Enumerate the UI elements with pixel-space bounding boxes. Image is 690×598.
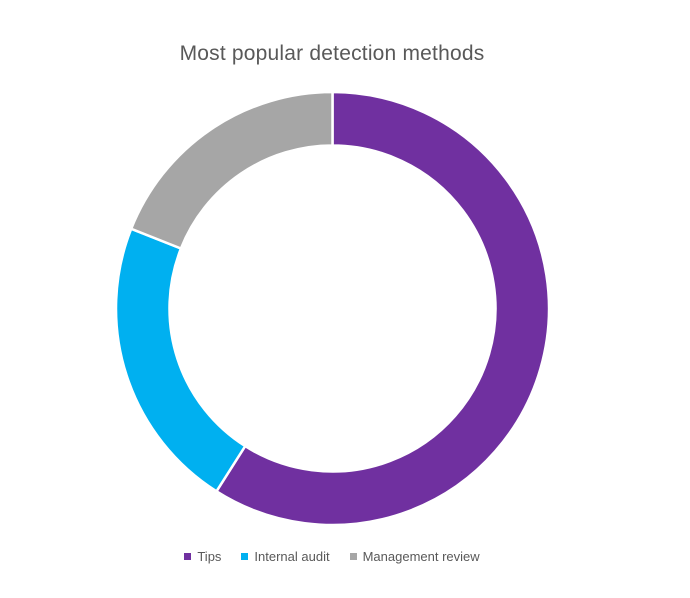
legend-item-management-review[interactable]: Management review (349, 549, 480, 564)
legend-swatch-tips (184, 553, 192, 560)
legend-label-tips: Tips (197, 549, 222, 564)
legend-item-internal-audit[interactable]: Internal audit (241, 549, 330, 564)
donut-segments (114, 90, 551, 527)
donut-segment-management-review[interactable] (129, 90, 334, 251)
donut-segment-internal-audit[interactable] (114, 227, 247, 494)
legend-swatch-management-review (349, 553, 357, 560)
chart-legend: Tips Internal audit Management review (0, 549, 664, 564)
legend-item-tips[interactable]: Tips (184, 549, 221, 564)
legend-label-internal-audit: Internal audit (254, 549, 330, 564)
donut-segment-tips[interactable] (214, 90, 551, 527)
legend-swatch-internal-audit (241, 553, 249, 560)
chart-title: Most popular detection methods (179, 42, 485, 65)
legend-label-management-review: Management review (362, 549, 480, 564)
